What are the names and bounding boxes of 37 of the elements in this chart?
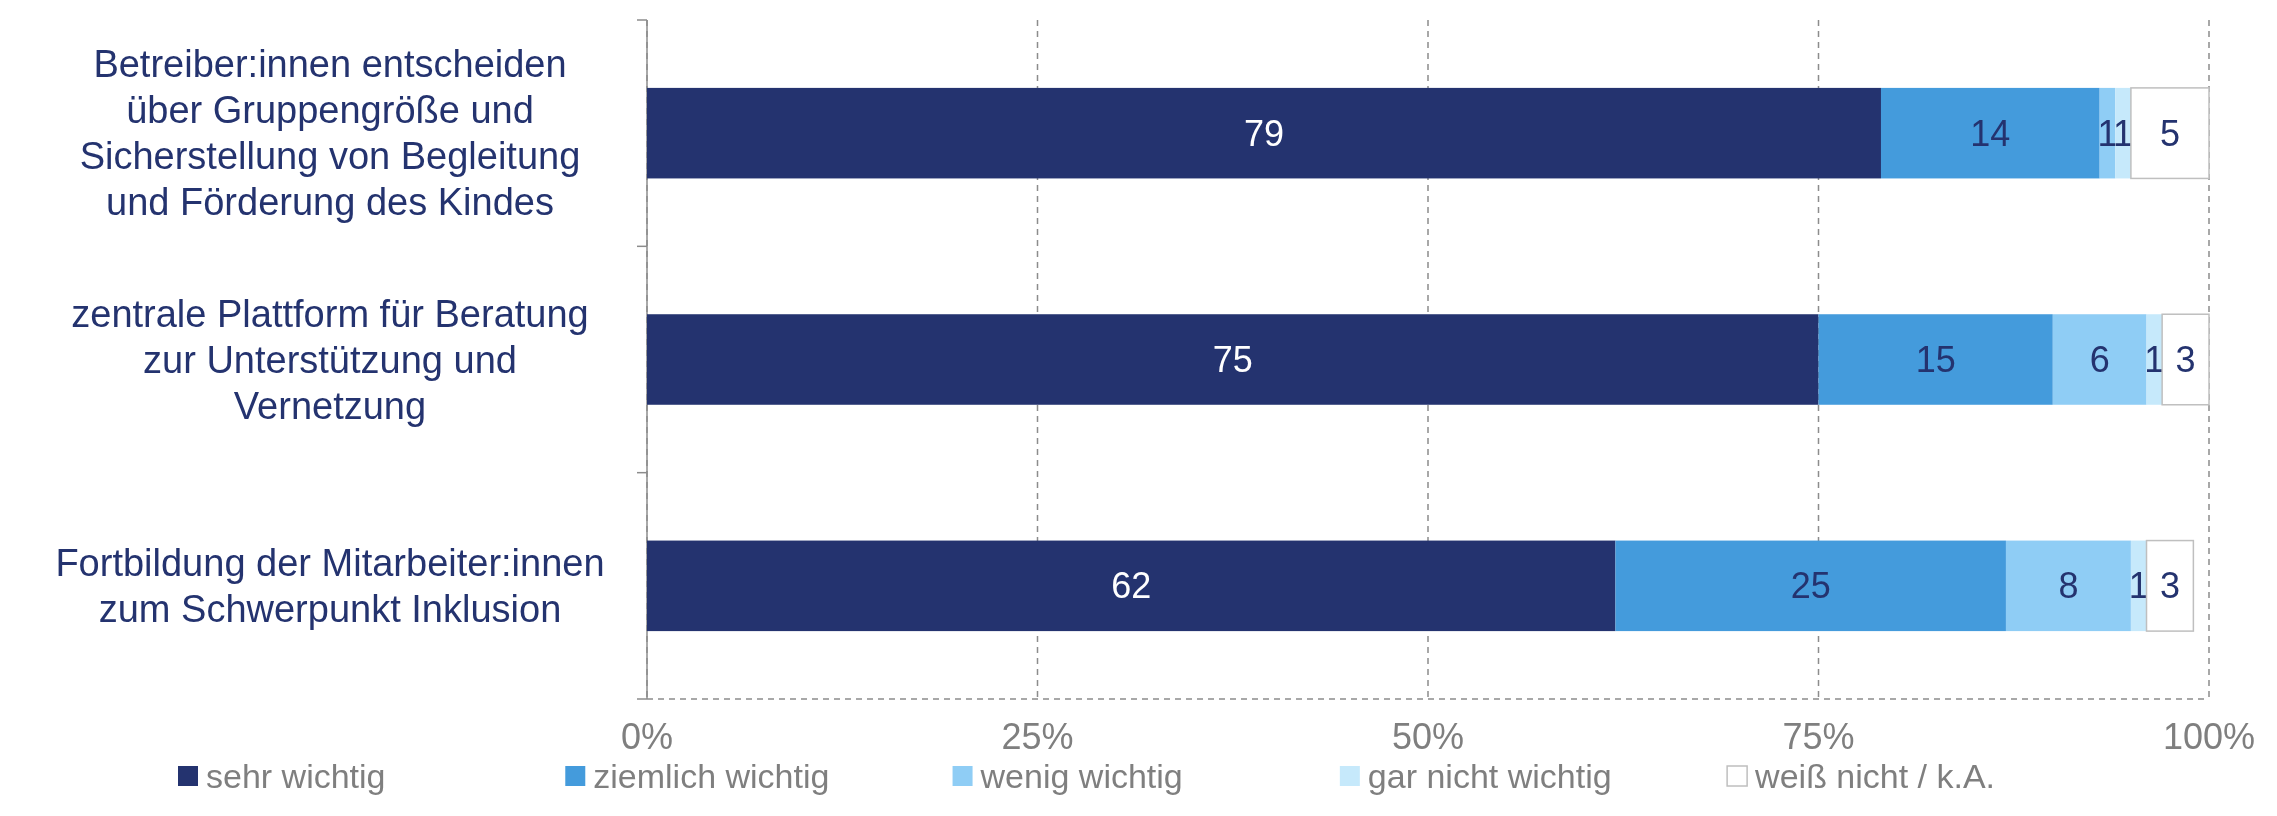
x-tick-label: 0% (620, 716, 674, 757)
bar (2005, 540, 2131, 632)
x-tick-label: 50% (1391, 716, 1465, 757)
bar (2145, 539, 2195, 632)
legend-label: gar nicht wichtig (1367, 756, 1612, 795)
legend-label: ziemlich wichtig (593, 756, 830, 795)
data-label: 6 (2089, 339, 2110, 381)
legend-label: wenig wichtig (979, 756, 1183, 795)
data-label: 75 (1212, 339, 1253, 381)
data-label: 62 (1111, 565, 1152, 607)
data-label: 15 (1915, 339, 1956, 381)
bar (2130, 87, 2210, 180)
data-label: 3 (2159, 565, 2180, 607)
bar (1818, 314, 2053, 405)
bar (2161, 313, 2210, 406)
y-tick-label: Fortbildung der Mitarbeiter:innen zum Schwerpunkt Inklusion (55, 542, 605, 631)
bar (647, 87, 1881, 179)
data-label: 1 (2144, 339, 2165, 381)
x-tick-label: 75% (1782, 716, 1855, 757)
bar (1615, 540, 2006, 632)
y-tick-label: zentrale Plattform für Beratung zur Unterstützung und Vernetzung (71, 292, 589, 427)
data-label: 3 (2175, 339, 2196, 381)
bar (2052, 314, 2147, 405)
x-tick-label: 25% (1001, 716, 1074, 757)
bar (1880, 87, 2100, 179)
data-label: 14 (1970, 112, 2011, 154)
legend-label: weiß nicht / k.A. (1754, 756, 1996, 795)
data-label: 1 (2128, 565, 2149, 607)
x-tick-label: 100% (2162, 716, 2256, 757)
data-label: 79 (1243, 112, 1285, 154)
data-label: 25 (1790, 565, 1831, 607)
data-label: 8 (2058, 565, 2079, 607)
legend-label: sehr wichtig (206, 756, 386, 795)
data-label: 5 (2159, 112, 2180, 154)
bar (647, 540, 1616, 632)
y-tick-label: Betreiber:innen entscheiden über Gruppengröße und Sicherstellung von Begleitung und Förderung des Kindes (79, 43, 581, 224)
bar (647, 314, 1819, 405)
